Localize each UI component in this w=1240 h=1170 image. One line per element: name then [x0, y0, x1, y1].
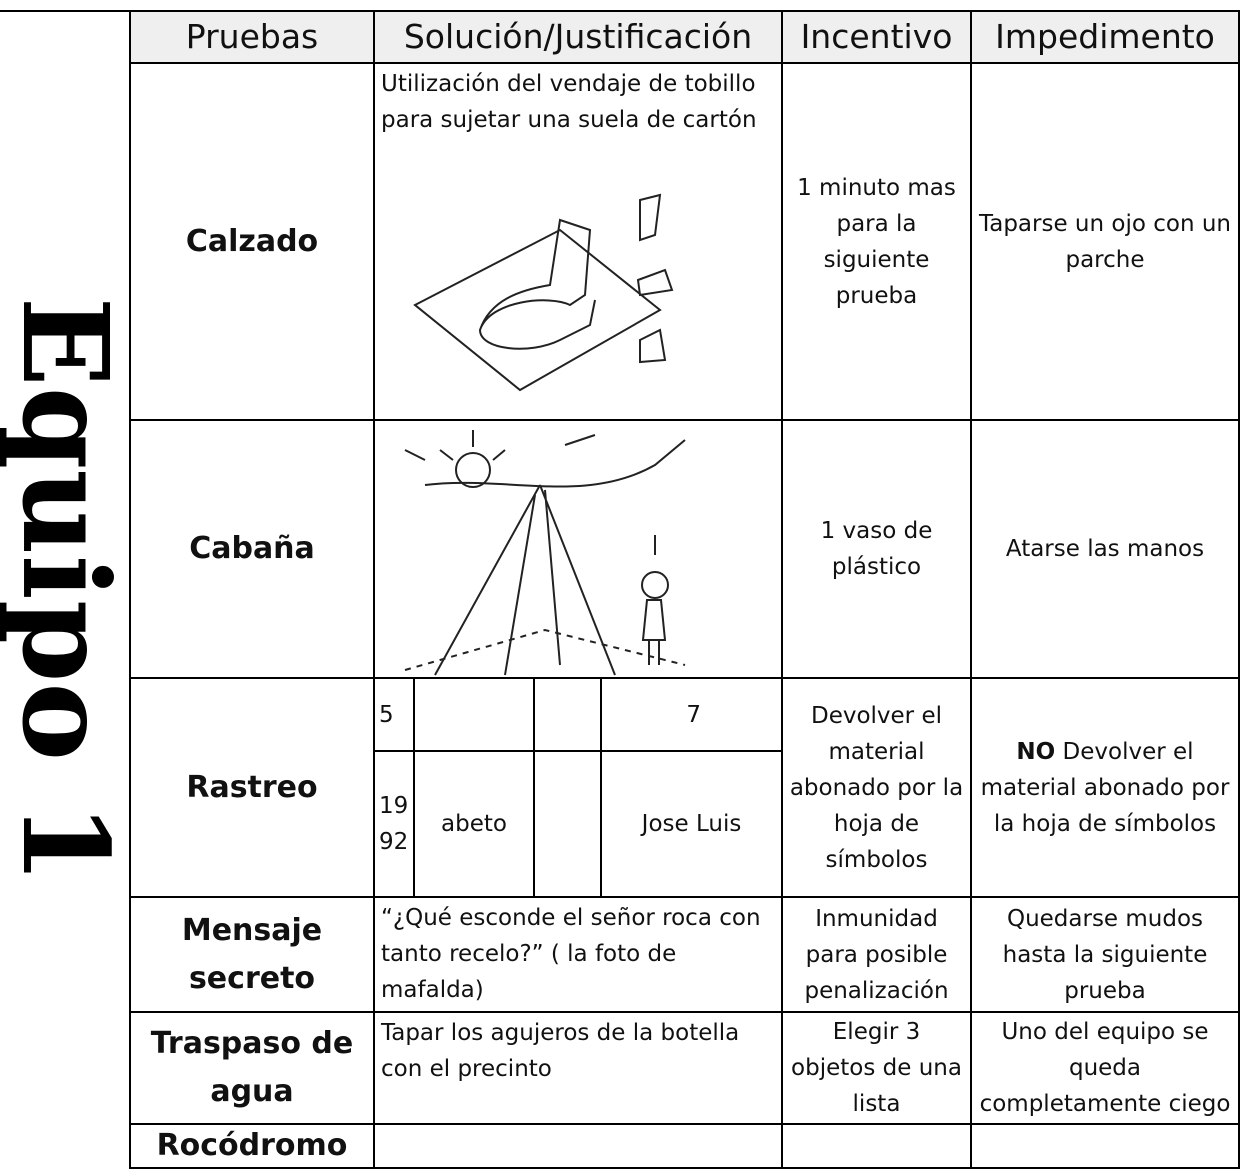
grid-cell [415, 679, 535, 752]
solucion-cell: Tapar los agujeros de la botella con el … [375, 1013, 783, 1125]
incentivo-text: 1 minuto mas para la siguiente prueba [797, 174, 956, 309]
solucion-text: Tapar los agujeros de la botella con el … [381, 1020, 740, 1082]
impedimento-cell: Quedarse mudos hasta la siguiente prueba [972, 898, 1240, 1013]
solucion-cell: “¿Qué esconde el señor roca con tanto re… [375, 898, 783, 1013]
prueba-cell: Rocódromo [131, 1125, 375, 1169]
header-text: Solución/Justificación [403, 17, 753, 56]
grid-cell [535, 752, 602, 898]
prueba-cell: Mensaje secreto [131, 898, 375, 1013]
top-rule [0, 10, 1240, 12]
prueba-text: Calzado [185, 223, 319, 259]
impedimento-text: Quedarse mudos hasta la siguiente prueba [1002, 905, 1208, 1004]
shoe-sketch [413, 193, 674, 392]
impedimento-cell: NO Devolver el material abonado por la h… [972, 679, 1240, 898]
header-text: Incentivo [800, 17, 953, 56]
grid-text: 7 [686, 701, 701, 728]
incentivo-cell: Inmunidad para posible penalización [783, 898, 972, 1013]
solucion-text: “¿Qué esconde el señor roca con tanto re… [381, 905, 761, 1003]
incentivo-text: Elegir 3 objetos de una lista [791, 1019, 962, 1117]
impedimento-cell: Uno del equipo se queda completamente ci… [972, 1013, 1240, 1125]
header-text: Pruebas [185, 17, 319, 56]
grid-cell: 5 [375, 679, 415, 752]
incentivo-cell: 1 minuto mas para la siguiente prueba [783, 64, 972, 421]
incentivo-cell: 1 vaso de plástico [783, 421, 972, 679]
impedimento-bold: NO [1016, 738, 1056, 765]
grid-cell: abeto [415, 752, 535, 898]
impedimento-cell: Atarse las manos [972, 421, 1240, 679]
left-rule [129, 10, 131, 1169]
prueba-text: Traspaso de agua [150, 1026, 354, 1109]
tent-sketch [404, 430, 686, 676]
grid-text: Jose Luis [641, 811, 742, 837]
header-cell: Incentivo [783, 12, 972, 64]
impedimento-text-wrap: Uno del equipo se queda completamente ci… [978, 1014, 1232, 1122]
impedimento-text: Uno del equipo se queda completamente ci… [979, 1019, 1231, 1117]
grid-cell [535, 679, 602, 752]
impedimento-cell: Taparse un ojo con un parche [972, 64, 1240, 421]
incentivo-cell: Devolver el material abonado por la hoja… [783, 679, 972, 898]
impedimento-text: Taparse un ojo con un parche [978, 210, 1231, 273]
impedimento-text: Atarse las manos [1005, 536, 1205, 562]
impedimento-text: Devolver el material abonado por la hoja… [980, 738, 1230, 837]
prueba-text: Cabaña [189, 531, 315, 566]
prueba-cell: Rastreo [131, 679, 375, 898]
prueba-text: Rocódromo [156, 1128, 348, 1163]
side-label-box: Equipo 1 [0, 12, 135, 1169]
grid-text: abeto [441, 811, 507, 837]
header-cell: Pruebas [131, 12, 375, 64]
grid-text: 1992 [379, 793, 409, 855]
grid-cell: 7 [602, 679, 783, 752]
header-cell: Solución/Justificación [375, 12, 783, 64]
grid-cell: 1992 [375, 752, 415, 898]
impedimento-text-wrap: Atarse las manos [1006, 531, 1204, 567]
prueba-cell: Calzado [131, 64, 375, 421]
side-label: Equipo 1 [0, 296, 135, 885]
grid-cell: Jose Luis [602, 752, 783, 898]
incentivo-cell [783, 1125, 972, 1169]
impedimento-text-wrap: Taparse un ojo con un parche [978, 206, 1232, 278]
prueba-text: Mensaje secreto [181, 912, 323, 996]
incentivo-cell: Elegir 3 objetos de una lista [783, 1013, 972, 1125]
impedimento-text-wrap: Quedarse mudos hasta la siguiente prueba [978, 901, 1232, 1009]
incentivo-text: 1 vaso de plástico [820, 518, 933, 580]
solucion-text: Utilización del vendaje de tobillo para … [381, 71, 757, 133]
solucion-cell: Utilización del vendaje de tobillo para … [375, 64, 783, 421]
header-cell: Impedimento [972, 12, 1240, 64]
solucion-cell [375, 421, 783, 679]
impedimento-cell [972, 1125, 1240, 1169]
solucion-cell [375, 1125, 783, 1169]
prueba-text: Rastreo [186, 769, 318, 805]
incentivo-text: Inmunidad para posible penalización [804, 905, 949, 1004]
prueba-cell: Cabaña [131, 421, 375, 679]
incentivo-text: Devolver el material abonado por la hoja… [789, 702, 964, 873]
prueba-cell: Traspaso de agua [131, 1013, 375, 1125]
grid-text: 5 [379, 701, 394, 728]
impedimento-text-wrap: NO Devolver el material abonado por la h… [978, 734, 1232, 842]
header-text: Impedimento [995, 17, 1215, 56]
